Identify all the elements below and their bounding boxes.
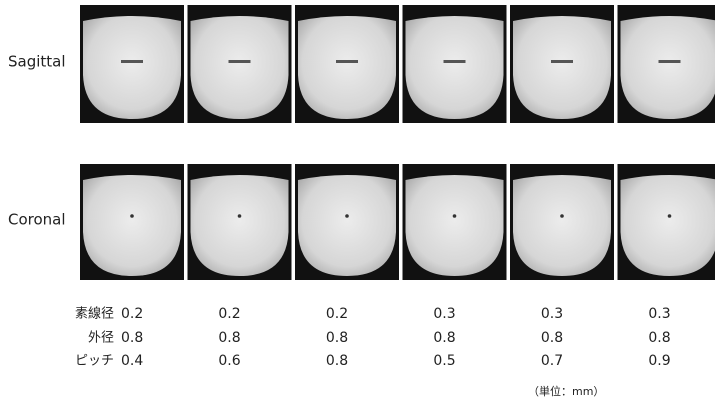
phantom-image (187, 5, 292, 123)
wire-marker (237, 214, 242, 218)
panels (80, 5, 715, 280)
phantom-image (295, 164, 399, 280)
cell: 0.6 (218, 353, 240, 369)
row-label: 素線径 (75, 306, 114, 322)
view-label: Coronal (8, 211, 66, 229)
wire-marker (658, 60, 681, 63)
wire-marker (560, 214, 564, 218)
cell: 0.8 (218, 330, 240, 346)
phantom (620, 175, 715, 276)
phantom (405, 175, 504, 276)
phantom (190, 16, 289, 119)
phantom (83, 16, 181, 119)
wire-marker (452, 214, 457, 218)
phantom-image (80, 164, 184, 280)
phantom (298, 16, 396, 119)
cell: 0.9 (648, 353, 670, 369)
cell: 0.8 (326, 330, 348, 346)
cell: 0.7 (541, 353, 563, 369)
phantom (513, 175, 611, 276)
phantom (190, 175, 289, 276)
phantom-image (510, 5, 614, 123)
phantom (513, 16, 611, 119)
phantom (83, 175, 181, 276)
cell: 0.8 (433, 330, 455, 346)
wire-marker (121, 60, 143, 63)
phantom (405, 16, 504, 119)
phantom-image (80, 5, 184, 123)
phantom-image (402, 5, 507, 123)
phantom-image (617, 5, 715, 123)
row-label: ピッチ (75, 354, 114, 369)
cell: 0.5 (433, 353, 455, 369)
view-label: Sagittal (8, 53, 66, 71)
phantom (298, 175, 396, 276)
cell: 0.8 (541, 330, 563, 346)
cell: 0.8 (648, 330, 670, 346)
unit-note: （単位：mm） (528, 384, 604, 398)
wire-marker (667, 214, 672, 218)
wire-marker (443, 60, 466, 63)
cell: 0.8 (326, 353, 348, 369)
cell: 0.3 (648, 306, 670, 322)
cell: 0.2 (326, 306, 348, 322)
phantom-image (617, 164, 715, 280)
cell: 0.3 (433, 306, 455, 322)
phantom-image (510, 164, 614, 280)
cell: 0.2 (218, 306, 240, 322)
wire-marker (228, 60, 251, 63)
cell: 0.8 (121, 330, 143, 346)
phantom (620, 16, 715, 119)
wire-marker (336, 60, 358, 63)
cell: 0.3 (541, 306, 563, 322)
phantom-image (187, 164, 292, 280)
wire-marker (551, 60, 573, 63)
wire-marker (130, 214, 134, 218)
parameter-table: 素線径 0.2 0.2 0.2 0.3 0.3 0.3 外径 0.8 0.8 0.8 0.8 0.8 0.… (75, 306, 671, 370)
cell: 0.4 (121, 353, 143, 369)
wire-marker (345, 214, 349, 218)
phantom-image (295, 5, 399, 123)
cell: 0.2 (121, 306, 143, 322)
phantom-image (402, 164, 507, 280)
row-label: 外径 (88, 331, 114, 346)
